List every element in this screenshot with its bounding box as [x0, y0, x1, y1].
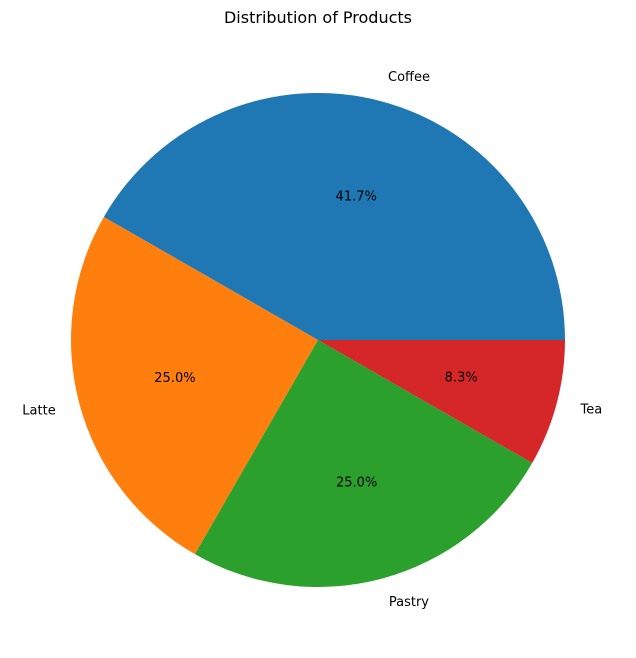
pie-slice-latte	[70, 216, 318, 555]
pie-slice-tea	[318, 340, 565, 464]
slice-label-latte: Latte	[22, 403, 55, 418]
chart-title: Distribution of Products	[223, 8, 413, 27]
pie-labels: Coffee 41.7% Latte 25.0% Pastry 25.0% Tea 8.3%	[22, 70, 602, 610]
slice-label-tea: Tea	[580, 403, 603, 418]
pie-slice-coffee	[103, 92, 566, 340]
slice-percent-latte: 25.0%	[154, 371, 195, 386]
slice-percent-tea: 8.3%	[445, 371, 478, 386]
slice-label-pastry: Pastry	[389, 595, 429, 610]
slice-label-coffee: Coffee	[388, 70, 430, 85]
pie-slice-pastry	[194, 340, 533, 587]
slice-percent-coffee: 41.7%	[336, 189, 377, 204]
pie-slices	[70, 92, 566, 587]
slice-percent-pastry: 25.0%	[336, 476, 377, 491]
